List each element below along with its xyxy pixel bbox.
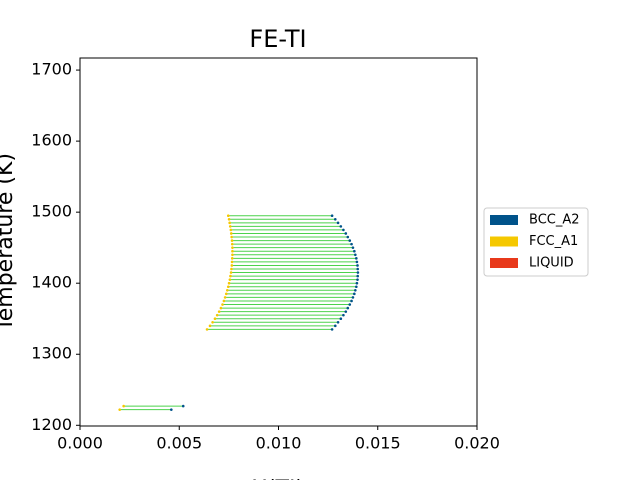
phase-point — [211, 320, 214, 324]
phase-point — [228, 225, 232, 228]
phase-point — [339, 225, 343, 228]
phase-point — [228, 278, 232, 281]
phase-point — [353, 292, 356, 296]
phase-point — [223, 296, 227, 299]
phase-point — [348, 303, 352, 306]
phase-point — [355, 257, 358, 260]
phase-point — [230, 257, 234, 260]
y-tick-label: 1300 — [31, 344, 72, 363]
x-tick-label: 0.020 — [454, 434, 500, 453]
x-tick-label: 0.010 — [256, 434, 302, 453]
phase-point — [342, 228, 345, 232]
phase-point — [229, 232, 233, 235]
phase-point — [229, 274, 232, 278]
phase-point — [230, 235, 233, 239]
y-tick-label: 1400 — [31, 273, 72, 292]
phase-point — [354, 289, 357, 292]
y-tick-label: 1700 — [31, 60, 72, 79]
phase-point — [226, 285, 230, 289]
phase-point — [227, 281, 231, 285]
phase-point — [348, 239, 352, 242]
legend-label: FCC_A1 — [529, 234, 578, 249]
phase-point — [230, 242, 234, 246]
phase-point — [333, 217, 337, 221]
phase-point — [355, 281, 359, 285]
phase-point — [330, 214, 334, 218]
phase-point — [230, 260, 234, 264]
y-tick-label: 1200 — [31, 415, 72, 434]
plot-frame — [79, 57, 478, 427]
phase-point — [350, 242, 353, 246]
phase-point — [231, 246, 234, 249]
y-axis-label: Temperature (K) — [0, 153, 18, 332]
phase-point — [356, 264, 359, 267]
x-tick-label: 0.005 — [156, 434, 202, 453]
phase-point — [355, 260, 359, 264]
legend-swatch — [490, 258, 518, 268]
phase-point — [213, 317, 217, 321]
phase-point — [181, 404, 185, 408]
phase-point — [231, 253, 234, 257]
phase-point — [118, 408, 121, 411]
phase-point — [229, 271, 233, 274]
phase-point — [351, 296, 355, 299]
phase-point — [342, 313, 345, 317]
phase-point — [230, 239, 234, 242]
phase-point — [122, 404, 125, 408]
phase-point — [224, 292, 228, 296]
phase-point — [217, 310, 221, 313]
phase-point — [225, 289, 229, 292]
phase-point — [205, 328, 209, 331]
phase-point — [346, 235, 350, 239]
phase-point — [356, 271, 360, 274]
phase-point — [336, 221, 340, 225]
phase-point — [230, 264, 234, 267]
phase-point — [229, 228, 233, 232]
phase-point — [344, 310, 348, 313]
phase-point — [170, 408, 173, 411]
legend-label: BCC_A2 — [529, 213, 580, 228]
chart-title: FE-TI — [249, 25, 306, 53]
legend-swatch — [490, 236, 518, 247]
phase-point — [355, 285, 358, 289]
phase-point — [356, 278, 359, 281]
phase-point — [350, 299, 353, 303]
x-tick-label: 0.015 — [355, 434, 401, 453]
phase-point — [221, 303, 224, 306]
phase-point — [354, 253, 357, 257]
phase-point — [353, 249, 356, 253]
phase-point — [356, 274, 360, 278]
phase-point — [351, 246, 355, 249]
x-axis-label: X(TI) — [252, 477, 304, 480]
phase-point — [226, 214, 230, 218]
phase-point — [228, 221, 231, 225]
phase-point — [330, 328, 334, 331]
x-tick-label: 0.000 — [57, 434, 103, 453]
phase-point — [336, 320, 340, 324]
phase-point — [344, 232, 348, 235]
phase-point — [356, 267, 360, 271]
phase-point — [222, 299, 226, 303]
phase-point — [333, 324, 337, 328]
phase-point — [346, 306, 350, 310]
y-tick-label: 1600 — [31, 131, 72, 150]
phase-point — [230, 267, 233, 271]
phase-point — [227, 217, 231, 221]
phase-point — [215, 313, 219, 317]
phase-point — [231, 249, 234, 253]
y-tick-label: 1500 — [31, 202, 72, 221]
legend-label: LIQUID — [529, 256, 574, 271]
phase-point — [208, 324, 212, 328]
legend-swatch — [490, 215, 518, 225]
phase-point — [219, 306, 223, 310]
phase-point — [339, 317, 343, 321]
